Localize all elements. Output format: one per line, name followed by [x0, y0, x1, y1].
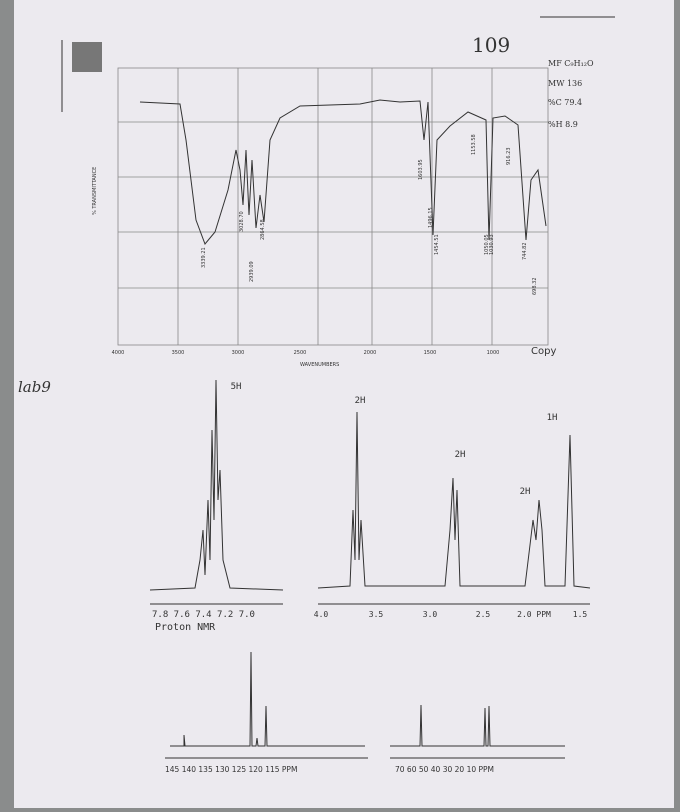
carbon-aromatic-axis: 145 140 135 130 125 120 115 PPM: [165, 765, 297, 774]
ir-x-tick: 3500: [172, 350, 185, 356]
paper: [14, 0, 674, 808]
integration: 2H: [455, 450, 466, 460]
ir-peak-label: 2939.09: [249, 261, 255, 282]
proton-aliphatic-tick: 2.0 PPM: [517, 610, 551, 619]
ir-x-tick: 2000: [364, 350, 377, 356]
formula: MF C₉H₁₂O: [548, 59, 594, 68]
page-number: 109: [472, 33, 510, 57]
ir-peak-label: 1050.05: [484, 234, 490, 255]
logo: [72, 42, 102, 72]
ir-spectrum: [139, 99, 547, 245]
ir-x-tick: 4000: [112, 350, 125, 356]
proton-aliphatic: [317, 411, 591, 589]
integration: 1H: [547, 413, 558, 423]
weight: MW 136: [548, 79, 582, 88]
proton-aromatic-axis: 7.8 7.6 7.4 7.2 7.0: [152, 610, 255, 620]
ir-x-tick: 1500: [424, 350, 437, 356]
integration: 2H: [520, 487, 531, 497]
carbon-aliphatic-axis: 70 60 50 40 30 20 10 PPM: [395, 765, 494, 774]
ir-peak-label: 698.32: [532, 278, 538, 296]
margin-note: lab9: [18, 378, 51, 396]
ir-y-label: % TRANSMITTANCE: [92, 167, 98, 215]
ir-frame: [117, 67, 549, 346]
carbon-aromatic: [170, 651, 365, 747]
hydrogen-pct: %H 8.9: [548, 120, 578, 129]
ir-peak-label: 1454.51: [434, 234, 440, 255]
proton-title: Proton NMR: [155, 622, 216, 633]
ir-x-tick: 1000: [487, 350, 500, 356]
ir-peak-label: 1030.93: [489, 234, 495, 255]
carbon-pct: %C 79.4: [548, 98, 582, 107]
ir-peak-label: 1603.95: [418, 159, 424, 180]
ir-x-label: WAVENUMBERS: [300, 362, 339, 368]
ir-peak-label: 1496.15: [428, 207, 434, 228]
ir-stamp: Copy: [531, 346, 556, 357]
ir-peak-label: 2864.58: [260, 219, 266, 240]
ir-x-tick: 3000: [232, 350, 245, 356]
proton-aliphatic-tick: 1.5: [573, 610, 588, 619]
proton-aliphatic-tick: 2.5: [476, 610, 491, 619]
proton-aliphatic-tick: 4.0: [314, 610, 329, 619]
integration: 2H: [355, 396, 366, 406]
ir-peak-label: 3028.70: [239, 211, 245, 232]
carbon-aliphatic: [390, 704, 565, 747]
proton-aliphatic-tick: 3.0: [423, 610, 438, 619]
integration: 5H: [231, 382, 242, 392]
ir-peak-label: 3339.21: [201, 247, 207, 268]
proton-aromatic: [149, 379, 284, 591]
ir-peak-label: 744.82: [522, 243, 528, 261]
ir-peak-label: 1153.58: [471, 134, 477, 155]
ir-x-tick: 2500: [294, 350, 307, 356]
ir-peak-label: 916.23: [506, 148, 512, 166]
proton-aliphatic-tick: 3.5: [369, 610, 384, 619]
